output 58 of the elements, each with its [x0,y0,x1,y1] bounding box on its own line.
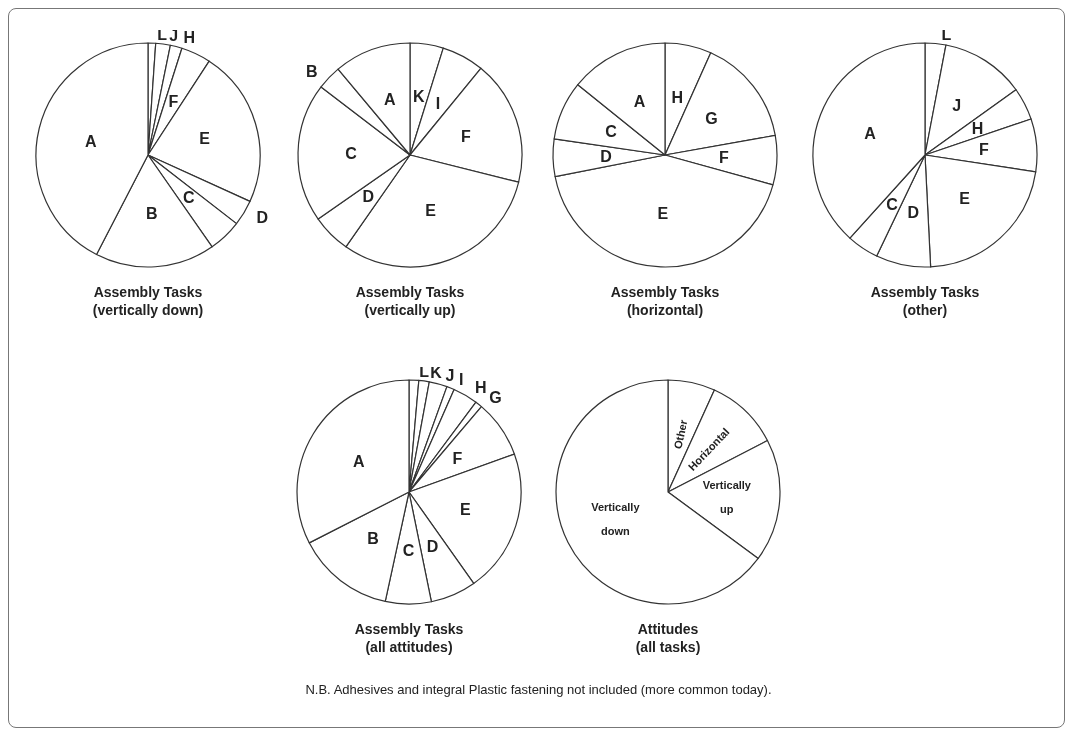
slice-label: G [705,110,718,128]
slice-label: Vertically down [591,500,641,537]
text: Attitudes [637,621,699,637]
slice-label: H [183,29,196,47]
slice-label: I [458,371,464,389]
slice-label: E [425,201,437,219]
text: (all attitudes) [365,639,453,655]
slice-label: F [978,141,989,159]
slice-label: G [489,388,502,406]
slice-label: H [971,119,984,137]
slice-label: B [306,62,318,80]
slice-label: E [959,190,971,208]
slice-label: C [886,195,899,213]
slice-label: D [256,209,269,227]
slice-label: F [168,93,179,111]
text: (other) [902,302,948,318]
slice-label: H [671,88,684,106]
slice-label: A [633,93,646,111]
slice-label: D [907,204,920,222]
slice-label: A [384,91,397,109]
slice-label: D [362,188,375,206]
slice-label: E [199,130,211,148]
text: (horizontal) [626,302,704,318]
slice-label: F [461,127,472,145]
slice-label: L [941,26,952,44]
slice-label: Other [671,418,690,450]
slice-label: H [474,378,487,396]
text: N.B. Adhesives and integral Plastic fastening not included (more common today). [304,682,773,697]
slice-label: J [445,366,455,384]
text: Assembly Tasks [610,284,720,300]
text: Assembly Tasks [93,284,203,300]
text: Assembly Tasks [870,284,980,300]
slice-label: I [435,94,441,112]
text: (all tasks) [635,639,701,655]
slice-label: J [169,26,179,44]
text: (vertically down) [92,302,204,318]
slice-label: E [657,205,669,223]
text: Assembly Tasks [355,284,465,300]
slice-label: K [413,88,426,106]
slice-label: C [182,189,195,207]
slice-label: F [719,149,730,167]
slice-label: C [345,145,358,163]
slice-label: A [864,125,877,143]
slice-label: C [402,542,415,560]
slice-label: F [452,449,463,467]
slice-label: A [352,452,365,470]
slice-label: C [605,122,618,140]
slice-label: K [430,363,443,381]
text: (vertically up) [364,302,456,318]
slice-label: B [367,530,379,548]
slice-label: E [459,501,471,519]
text: Assembly Tasks [354,621,464,637]
slice-label: B [146,205,158,223]
slice-label: D [426,537,439,555]
slice-label: J [952,96,962,114]
slice-label: Vertically up [702,478,752,515]
slice-label: A [84,132,97,150]
slice-label: D [600,147,612,165]
